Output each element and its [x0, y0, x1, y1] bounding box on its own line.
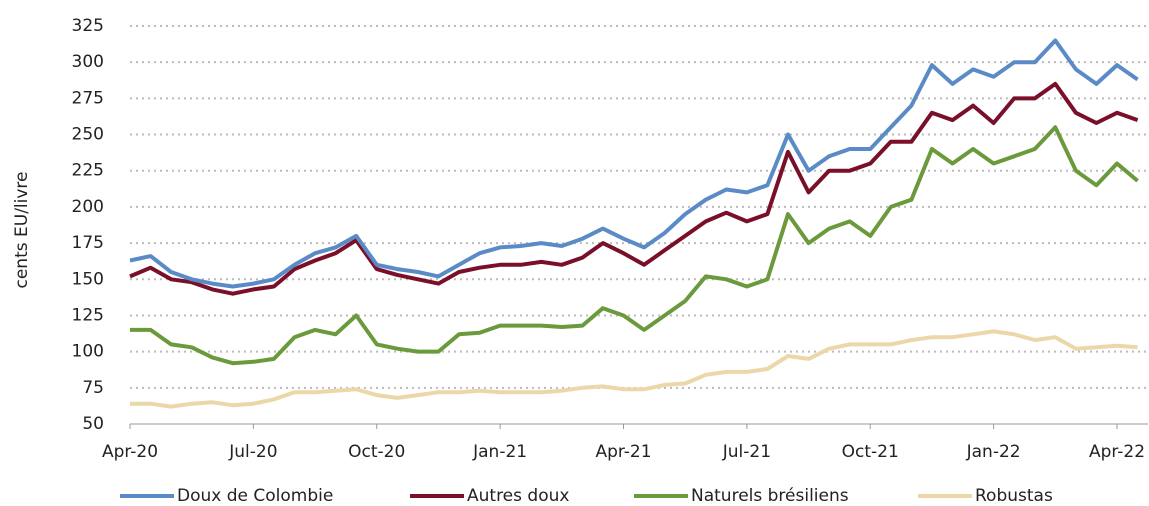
y-tick-label: 125 — [72, 305, 104, 325]
y-tick-label: 175 — [72, 233, 104, 253]
y-tick-label: 250 — [72, 125, 104, 145]
x-tick-label: Apr-21 — [595, 442, 651, 462]
legend-label: Naturels brésiliens — [691, 486, 849, 506]
y-tick-label: 200 — [72, 197, 104, 217]
y-tick-label: 300 — [72, 52, 104, 72]
line-series — [130, 125, 1139, 366]
y-tick-label: 325 — [72, 16, 104, 36]
line-series — [129, 38, 1139, 289]
legend-label: Autres doux — [467, 486, 569, 506]
y-tick-label: 50 — [82, 414, 104, 434]
x-tick-label: Apr-20 — [102, 442, 158, 462]
x-tick-label: Oct-21 — [842, 442, 899, 462]
line-series — [129, 81, 1139, 296]
x-tick-label: Jan-22 — [966, 442, 1021, 462]
y-tick-label: 100 — [72, 342, 104, 362]
y-tick-label: 275 — [72, 88, 104, 108]
x-tick-label: Oct-20 — [348, 442, 405, 462]
line-series — [130, 329, 1138, 409]
y-tick-label: 225 — [72, 161, 104, 181]
x-tick-label: Jan-21 — [472, 442, 527, 462]
legend-label: Robustas — [975, 486, 1053, 506]
y-tick-label: 75 — [82, 378, 104, 398]
x-tick-label: Jul-21 — [722, 442, 771, 462]
x-tick-label: Jul-20 — [228, 442, 277, 462]
legend-label: Doux de Colombie — [177, 486, 333, 506]
y-tick-label: 150 — [72, 269, 104, 289]
y-axis-label: cents EU/livre — [12, 172, 32, 289]
x-tick-label: Apr-22 — [1089, 442, 1145, 462]
